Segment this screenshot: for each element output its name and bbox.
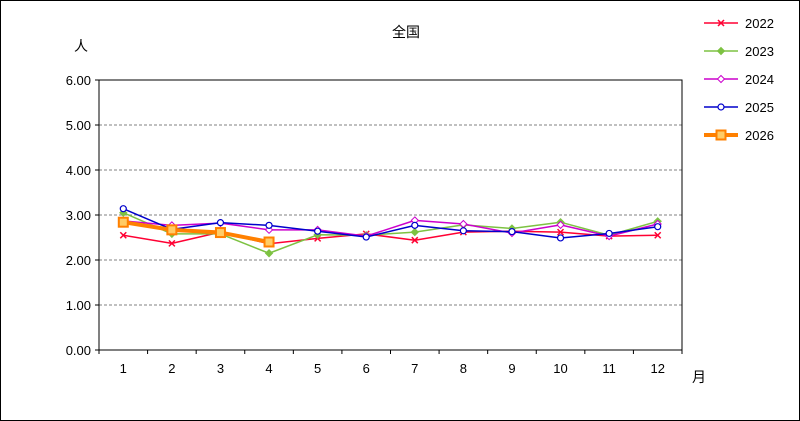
data-point	[166, 224, 178, 236]
data-point	[117, 216, 129, 228]
data-point	[265, 221, 273, 229]
y-tick-label: 5.00	[66, 118, 91, 133]
x-tick-label: 10	[553, 361, 567, 376]
legend-label-2026: 2026	[745, 128, 774, 143]
y-tick-label: 1.00	[66, 298, 91, 313]
data-point	[119, 205, 127, 213]
x-tick-label: 8	[460, 361, 467, 376]
legend-label-2022: 2022	[745, 16, 774, 31]
data-point	[459, 227, 467, 235]
data-point	[410, 227, 419, 237]
series-line-2025	[122, 208, 658, 239]
data-point	[556, 234, 565, 242]
y-tick-label: 6.00	[66, 73, 91, 88]
x-tick-label: 7	[411, 361, 418, 376]
legend-label-2023: 2023	[745, 44, 774, 59]
y-tick-label: 0.00	[66, 343, 91, 358]
x-tick-label: 5	[314, 361, 321, 376]
x-axis-unit: 月	[692, 370, 706, 386]
legend-label-2024: 2024	[745, 72, 774, 87]
data-point	[264, 249, 274, 258]
y-tick-label: 4.00	[66, 163, 91, 178]
y-tick-label: 3.00	[66, 208, 91, 223]
data-point	[556, 220, 565, 230]
data-point	[263, 236, 275, 248]
y-axis-unit: 人	[74, 39, 88, 55]
data-point	[508, 228, 516, 236]
x-tick-label: 1	[120, 361, 127, 376]
data-point	[716, 74, 726, 84]
data-point	[716, 46, 726, 56]
data-point	[168, 239, 176, 247]
x-tick-label: 3	[217, 361, 224, 376]
series-line-2026	[122, 220, 270, 244]
data-point	[362, 233, 370, 241]
data-point	[557, 228, 565, 236]
data-point	[717, 19, 725, 27]
x-tick-label: 9	[508, 361, 515, 376]
data-point	[314, 227, 322, 235]
x-tick-label: 4	[265, 361, 272, 376]
data-point	[605, 229, 613, 238]
x-tick-label: 6	[363, 361, 370, 376]
data-point	[654, 231, 662, 239]
data-point	[654, 223, 662, 231]
chart-title: 全国	[392, 24, 420, 41]
data-point	[715, 129, 727, 141]
y-tick-label: 2.00	[66, 253, 91, 268]
data-point	[214, 227, 226, 239]
x-tick-label: 2	[168, 361, 175, 376]
data-point	[216, 219, 225, 227]
data-point	[411, 236, 419, 244]
data-point	[119, 231, 127, 239]
x-tick-label: 12	[650, 361, 664, 376]
x-tick-label: 11	[602, 361, 616, 376]
data-point	[717, 103, 725, 111]
data-point	[411, 221, 419, 229]
legend-label-2025: 2025	[745, 100, 774, 115]
